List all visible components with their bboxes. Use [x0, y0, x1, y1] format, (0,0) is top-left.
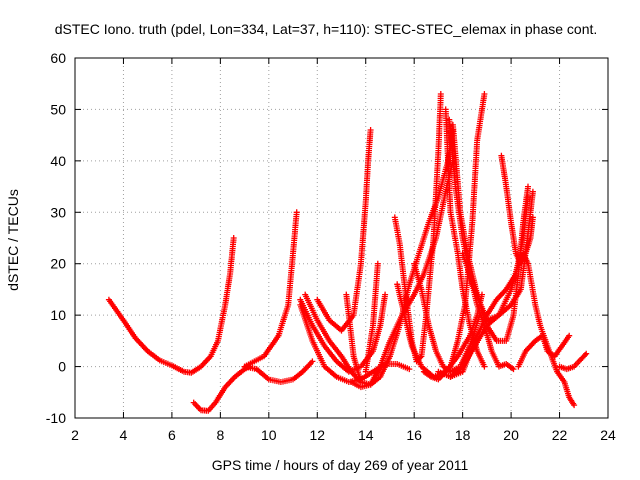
series-markers [241, 209, 300, 370]
x-tick-label: 16 [406, 427, 422, 443]
series-11 [362, 260, 381, 375]
series-7 [302, 291, 364, 385]
series-22 [498, 152, 536, 267]
y-tick-label: -10 [46, 410, 66, 426]
x-tick-label: 22 [552, 427, 568, 443]
plot-frame [74, 57, 609, 419]
series-markers [105, 235, 237, 376]
x-tick-label: 20 [503, 427, 519, 443]
series-2 [190, 363, 253, 414]
x-tick-label: 8 [216, 427, 224, 443]
series-8 [314, 127, 374, 334]
series-markers [190, 363, 253, 414]
series-markers [314, 127, 374, 334]
y-tick-label: 20 [50, 256, 66, 272]
series-24 [556, 350, 590, 373]
x-tick-label: 24 [600, 427, 616, 443]
series-5 [297, 291, 389, 375]
series-markers [515, 332, 573, 370]
x-axis-label: GPS time / hours of day 269 of year 2011 [212, 457, 469, 473]
x-tick-label: 10 [261, 427, 277, 443]
y-tick-label: 30 [50, 204, 66, 220]
y-axis-label: dSTEC / TECUs [5, 189, 21, 291]
x-tick-label: 18 [455, 427, 471, 443]
data-marks [105, 91, 590, 414]
series-1 [105, 235, 237, 376]
series-23 [515, 332, 573, 370]
series-markers [302, 291, 364, 385]
series-markers [362, 260, 381, 375]
series-markers [297, 291, 389, 375]
y-tick-label: 10 [50, 307, 66, 323]
x-tick-label: 2 [71, 427, 79, 443]
y-tick-label: 0 [58, 359, 66, 375]
series-4 [241, 209, 300, 370]
x-tick-label: 6 [168, 427, 176, 443]
chart-title: dSTEC Iono. truth (pdel, Lon=334, Lat=37… [55, 21, 598, 37]
x-tick-label: 14 [358, 427, 374, 443]
series-markers [556, 350, 590, 373]
x-tick-label: 12 [309, 427, 325, 443]
y-tick-label: 50 [50, 101, 66, 117]
series-markers [498, 152, 536, 267]
y-tick-label: 40 [50, 153, 66, 169]
y-tick-label: 60 [50, 50, 66, 66]
x-tick-label: 4 [120, 427, 128, 443]
